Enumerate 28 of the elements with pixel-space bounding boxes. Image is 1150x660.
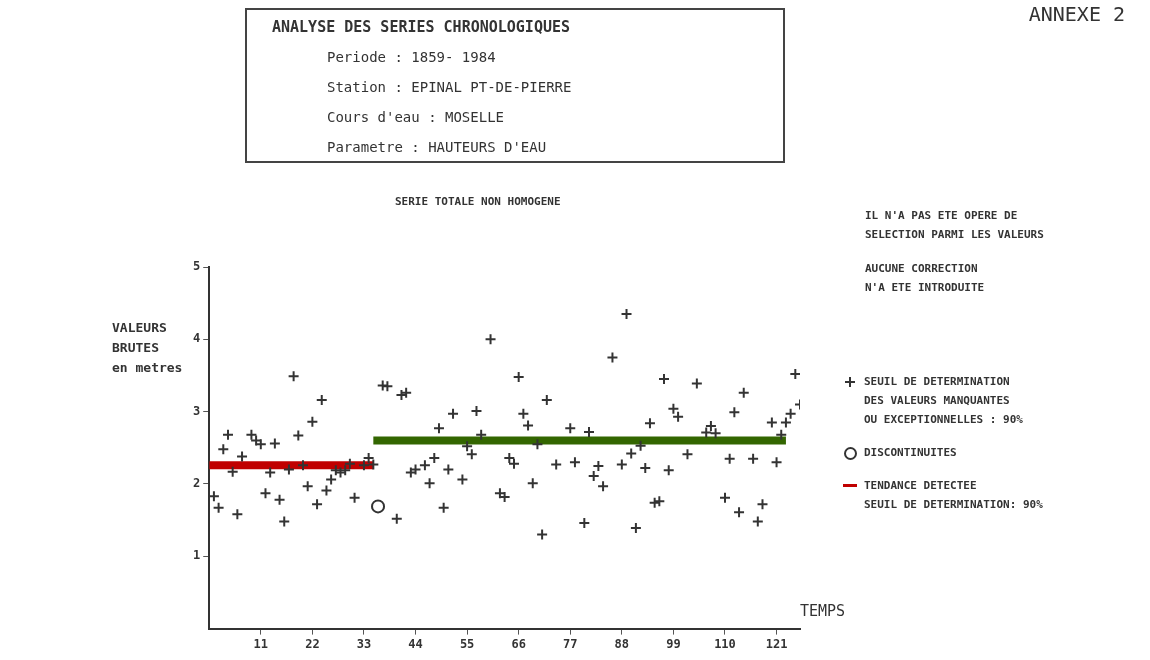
legend-label: SEUIL DE DETERMINATION DES VALEURS MANQUANTES OU EXCEPTIONNELLES : 90%	[864, 374, 1023, 428]
y-tick-label: 2	[192, 476, 201, 491]
y-axis-title: VALEURS BRUTES en metres	[112, 319, 183, 377]
text: IL N'A PAS ETE OPERE DE SELECTION PARMI LES VALEURS	[865, 208, 1045, 243]
x-tick-label: 99	[666, 636, 681, 651]
x-tick-label: 66	[511, 636, 526, 651]
text: ANNEXE 2	[1028, 2, 1125, 26]
legend-label: TENDANCE DETECTEE	[864, 478, 977, 494]
text: AUCUNE CORRECTION N'A ETE INTRODUITE	[865, 261, 986, 296]
text: SERIE TOTALE NON HOMOGENE	[395, 195, 561, 208]
x-tick-label: 55	[459, 636, 475, 651]
x-tick-label: 110	[714, 636, 736, 651]
chart-title: ANALYSE DES SERIES CHRONOLOGIQUES	[272, 18, 571, 36]
x-tick-label: 77	[563, 636, 578, 651]
x-tick-label: 22	[305, 636, 320, 651]
y-tick-label: 3	[192, 403, 201, 418]
x-axis-title: TEMPS	[800, 602, 846, 620]
x-tick-label: 44	[408, 636, 423, 651]
x-tick-label: 88	[614, 636, 630, 651]
legend-label: DISCONTINUITES	[864, 445, 957, 461]
x-tick-label: 11	[253, 636, 269, 651]
y-tick-label: 1	[192, 548, 201, 563]
x-tick-label: 33	[356, 636, 372, 651]
x-tick-label: 121	[765, 636, 788, 651]
chart-subtitle: Periode : 1859- 1984 Station : EPINAL PT-DE-PIERRE Cours d'eau : MOSELLE Parametre : HAUTEURS D'EAU	[326, 48, 573, 157]
y-tick-label: 5	[192, 259, 201, 274]
y-tick-label: 4	[192, 331, 201, 346]
text: SEUIL DE DETERMINATION: 90%	[863, 497, 1044, 513]
